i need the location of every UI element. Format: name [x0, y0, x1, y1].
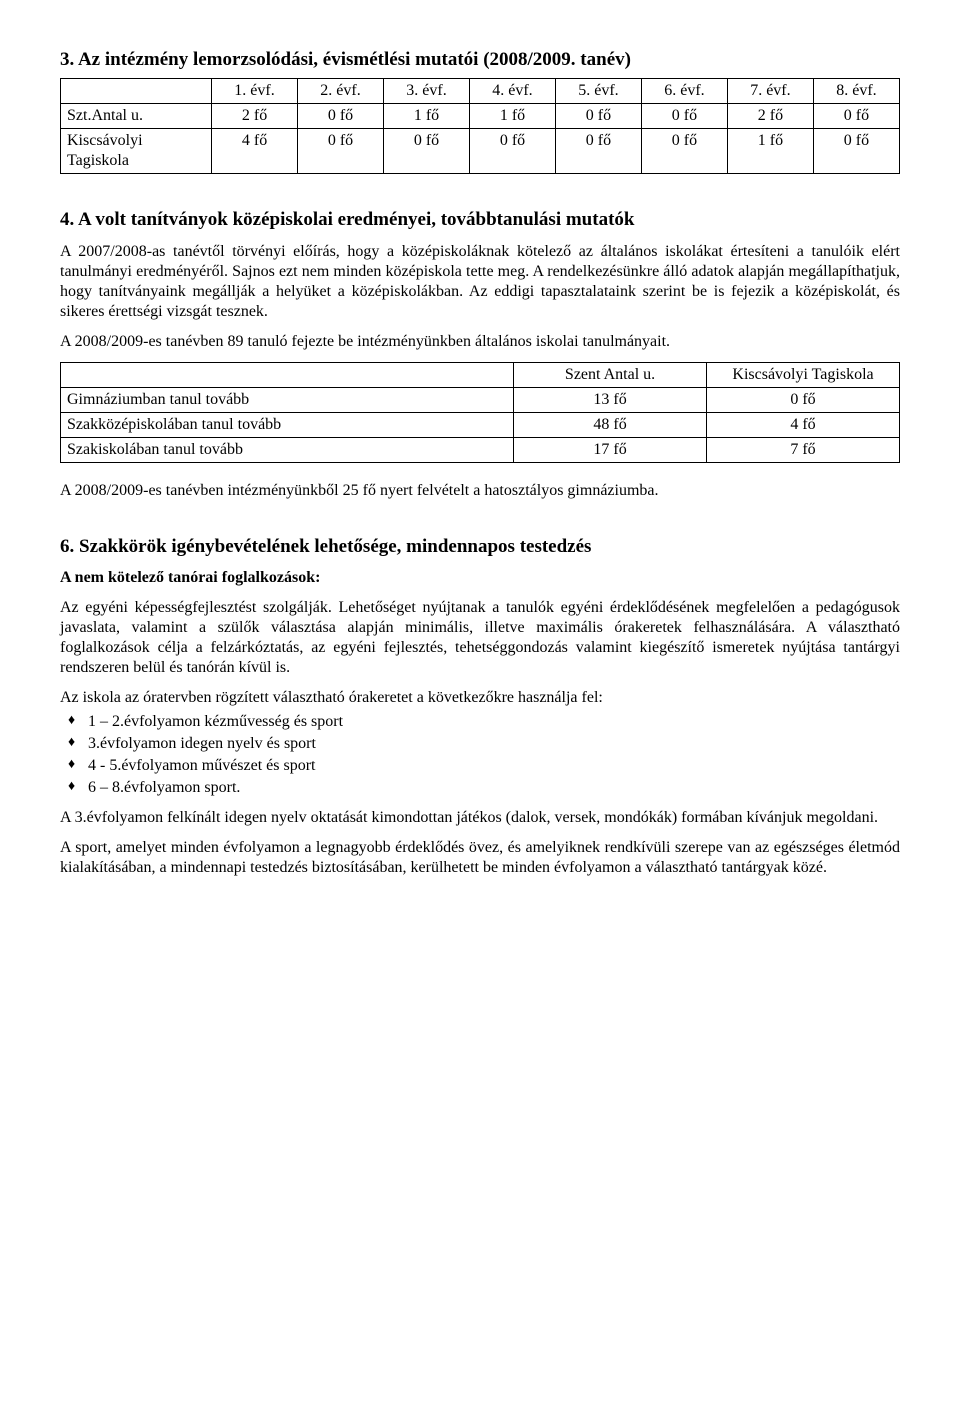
- section-6-para-2: Az iskola az óratervben rögzített válasz…: [60, 688, 900, 708]
- table-row: Kiscsávolyi Tagiskola 4 fő 0 fő 0 fő 0 f…: [61, 128, 900, 173]
- col-header: 5. évf.: [555, 78, 641, 103]
- table-row: Gimnáziumban tanul tovább 13 fő 0 fő: [61, 387, 900, 412]
- col-header: 2. évf.: [298, 78, 384, 103]
- section-3-title: 3. Az intézmény lemorzsolódási, évismétl…: [60, 48, 900, 72]
- cell: 0 fő: [707, 387, 900, 412]
- section-6-para-1: Az egyéni képességfejlesztést szolgálják…: [60, 598, 900, 678]
- section-6-subtitle: A nem kötelező tanórai foglalkozások:: [60, 568, 900, 588]
- section-4-title: 4. A volt tanítványok középiskolai eredm…: [60, 208, 900, 232]
- list-item: 4 - 5.évfolyamon művészet és sport: [60, 756, 900, 776]
- col-header: Szent Antal u.: [514, 362, 707, 387]
- col-header: 3. évf.: [384, 78, 470, 103]
- cell: 13 fő: [514, 387, 707, 412]
- cell: 1 fő: [469, 103, 555, 128]
- col-header: 7. évf.: [727, 78, 813, 103]
- row-label: Szt.Antal u.: [61, 103, 212, 128]
- section-6-para-3: A 3.évfolyamon felkínált idegen nyelv ok…: [60, 808, 900, 828]
- list-item: 1 – 2.évfolyamon kézművesség és sport: [60, 712, 900, 732]
- col-header: 4. évf.: [469, 78, 555, 103]
- list-item: 6 – 8.évfolyamon sport.: [60, 778, 900, 798]
- row-label: Gimnáziumban tanul tovább: [61, 387, 514, 412]
- table-header-row: 1. évf. 2. évf. 3. évf. 4. évf. 5. évf. …: [61, 78, 900, 103]
- table-lemorzsolodas: 1. évf. 2. évf. 3. évf. 4. évf. 5. évf. …: [60, 78, 900, 174]
- list-item: 3.évfolyamon idegen nyelv és sport: [60, 734, 900, 754]
- cell: 0 fő: [384, 128, 470, 173]
- col-header: 6. évf.: [641, 78, 727, 103]
- cell: 0 fő: [641, 128, 727, 173]
- cell: 2 fő: [212, 103, 298, 128]
- cell: 0 fő: [469, 128, 555, 173]
- table-row: Szakközépiskolában tanul tovább 48 fő 4 …: [61, 412, 900, 437]
- row-label: Szakiskolában tanul tovább: [61, 437, 514, 462]
- col-header: 8. évf.: [813, 78, 899, 103]
- cell: 4 fő: [212, 128, 298, 173]
- col-header: 1. évf.: [212, 78, 298, 103]
- cell: 0 fő: [813, 128, 899, 173]
- cell: 0 fő: [555, 103, 641, 128]
- table-header-row: Szent Antal u. Kiscsávolyi Tagiskola: [61, 362, 900, 387]
- section-4-para-1: A 2007/2008-as tanévtől törvényi előírás…: [60, 242, 900, 322]
- row-label: Szakközépiskolában tanul tovább: [61, 412, 514, 437]
- cell: 1 fő: [727, 128, 813, 173]
- cell: 0 fő: [813, 103, 899, 128]
- table-row: Szakiskolában tanul tovább 17 fő 7 fő: [61, 437, 900, 462]
- cell: 17 fő: [514, 437, 707, 462]
- section-6-title: 6. Szakkörök igénybevételének lehetősége…: [60, 535, 900, 559]
- row-label: Kiscsávolyi Tagiskola: [61, 128, 212, 173]
- cell: 2 fő: [727, 103, 813, 128]
- cell: 48 fő: [514, 412, 707, 437]
- cell: 7 fő: [707, 437, 900, 462]
- bullet-list: 1 – 2.évfolyamon kézművesség és sport 3.…: [60, 712, 900, 798]
- col-header: Kiscsávolyi Tagiskola: [707, 362, 900, 387]
- section-4-para-2: A 2008/2009-es tanévben 89 tanuló fejezt…: [60, 332, 900, 352]
- table-row: Szt.Antal u. 2 fő 0 fő 1 fő 1 fő 0 fő 0 …: [61, 103, 900, 128]
- section-6-para-4: A sport, amelyet minden évfolyamon a leg…: [60, 838, 900, 878]
- empty-header: [61, 362, 514, 387]
- cell: 0 fő: [641, 103, 727, 128]
- table-tovabbtanulas: Szent Antal u. Kiscsávolyi Tagiskola Gim…: [60, 362, 900, 463]
- cell: 4 fő: [707, 412, 900, 437]
- empty-header: [61, 78, 212, 103]
- cell: 0 fő: [298, 128, 384, 173]
- cell: 0 fő: [298, 103, 384, 128]
- cell: 0 fő: [555, 128, 641, 173]
- section-4-para-3: A 2008/2009-es tanévben intézményünkből …: [60, 481, 900, 501]
- cell: 1 fő: [384, 103, 470, 128]
